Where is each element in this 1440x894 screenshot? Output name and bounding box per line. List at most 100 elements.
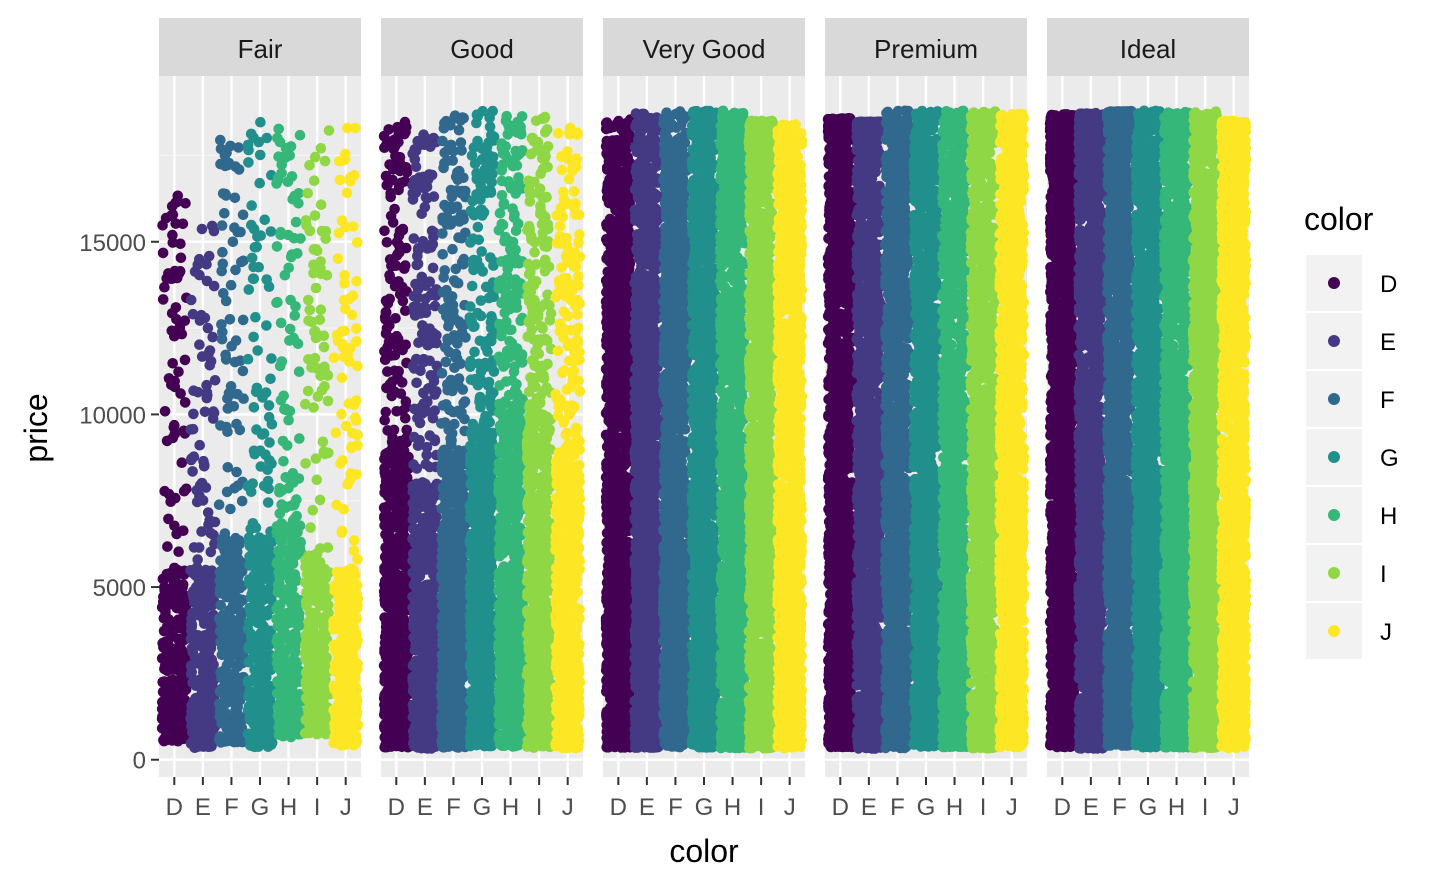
data-point [233,571,244,582]
data-point [264,455,275,466]
data-point [218,568,229,579]
data-point [259,215,270,226]
data-point [167,661,178,672]
data-point [306,362,317,373]
data-point [261,320,272,331]
data-point [454,125,465,136]
data-point [339,352,350,363]
data-point [246,592,257,603]
data-point [319,622,330,633]
data-point [194,542,205,553]
data-point [340,304,351,315]
data-point [178,525,189,536]
data-point [254,178,265,189]
data-point [384,159,395,170]
data-point [237,496,248,507]
data-point [303,386,314,397]
data-point [174,268,185,279]
data-point [187,466,198,477]
data-point [174,727,185,738]
data-point [386,384,397,395]
data-point [169,331,180,342]
data-point [196,526,207,537]
data-point [305,522,316,533]
data-point [276,395,287,406]
data-point [350,681,361,692]
data-point [206,626,217,637]
data-point [384,489,395,500]
data-point [381,581,392,592]
data-point [387,175,398,186]
data-point [421,303,432,314]
data-point [429,191,440,202]
data-point [273,151,284,162]
data-point [383,602,394,613]
data-point [348,622,359,633]
data-point [272,133,283,144]
data-point [173,634,184,645]
data-point [159,486,170,497]
data-point [198,703,209,714]
data-point [437,249,448,260]
data-point [316,304,327,315]
facet-panel: GoodDEFGHIJ [379,18,585,821]
data-point [179,486,190,497]
data-point [413,284,424,295]
data-point [382,237,393,248]
data-point [219,208,230,219]
data-point [396,517,407,528]
data-point [158,294,169,305]
data-point [315,314,326,325]
data-point [410,553,421,564]
data-point [243,643,254,654]
data-point [253,720,264,731]
data-point [415,418,426,429]
data-point [382,425,393,436]
data-point [218,288,229,299]
data-point [312,475,323,486]
data-point [294,366,305,377]
data-point [273,545,284,556]
data-point [276,318,287,329]
data-point [305,226,316,237]
data-point [437,368,448,379]
data-point [197,224,208,235]
data-point [272,297,283,308]
data-point [451,506,462,517]
x-tick-label: H [280,794,297,821]
data-point [171,302,182,313]
data-point [447,461,458,472]
data-point [351,276,362,287]
data-point [320,688,331,699]
data-point [349,535,360,546]
data-point [229,222,240,233]
data-point [401,396,412,407]
data-point [238,315,249,326]
data-point [253,262,264,273]
data-point [217,334,228,345]
data-point [450,634,461,645]
data-point [418,398,429,409]
data-point [202,688,213,699]
data-point [275,609,286,620]
data-point [393,366,404,377]
data-point [255,461,266,472]
data-point [332,664,343,675]
data-point [289,617,300,628]
data-point [352,237,363,248]
data-point [450,110,461,121]
data-point [169,376,180,387]
data-point [287,575,298,586]
data-point [207,332,218,343]
data-point [289,310,300,321]
data-point [335,175,346,186]
data-point [426,496,437,507]
data-point [330,723,341,734]
data-point [418,388,429,399]
data-point [455,359,466,370]
data-point [303,295,314,306]
data-point [379,131,390,142]
data-point [246,632,257,643]
data-point [220,350,231,361]
data-point [187,643,198,654]
